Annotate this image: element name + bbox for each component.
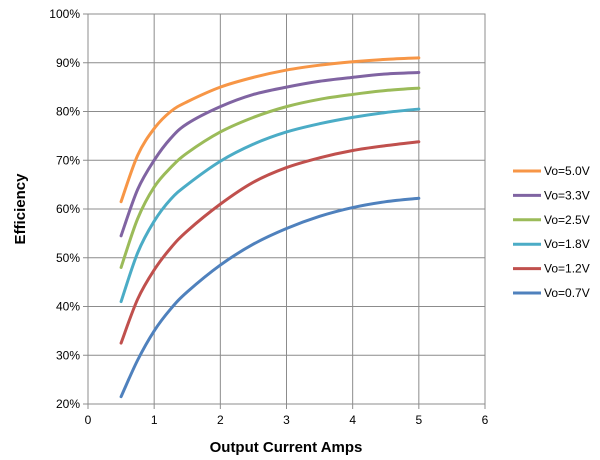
legend-label: Vo=5.0V [544, 164, 590, 178]
y-axis-title: Efficiency [12, 173, 29, 245]
y-tick-label: 60% [56, 202, 80, 216]
y-tick-label: 90% [56, 56, 80, 70]
legend-item-vo-3-3v: Vo=3.3V [513, 188, 590, 202]
x-tick-label: 3 [283, 413, 290, 427]
x-tick-label: 1 [151, 413, 158, 427]
legend-item-vo-1-2v: Vo=1.2V [513, 262, 590, 276]
x-tick-label: 4 [349, 413, 356, 427]
x-tick-label: 2 [217, 413, 224, 427]
legend-label: Vo=1.8V [544, 237, 590, 251]
y-tick-label: 30% [56, 348, 80, 362]
x-tick-label: 6 [482, 413, 489, 427]
legend-item-vo-0-7v: Vo=0.7V [513, 286, 590, 300]
x-axis-title: Output Current Amps [210, 439, 363, 456]
legend-item-vo-2-5v: Vo=2.5V [513, 213, 590, 227]
y-tick-label: 40% [56, 300, 80, 314]
y-tick-label: 50% [56, 251, 80, 265]
x-tick-label: 0 [85, 413, 92, 427]
y-tick-label: 70% [56, 153, 80, 167]
legend-item-vo-1-8v: Vo=1.8V [513, 237, 590, 251]
grid-layer [88, 14, 485, 404]
legend-label: Vo=3.3V [544, 188, 590, 202]
x-tick-label: 5 [415, 413, 422, 427]
legend-label: Vo=2.5V [544, 213, 590, 227]
y-tick-label: 100% [49, 7, 80, 21]
legend-label: Vo=0.7V [544, 286, 590, 300]
legend: Vo=5.0V Vo=3.3V Vo=2.5V Vo=1.8V Vo=1.2V Vo=0.… [513, 164, 590, 300]
y-tick-label: 20% [56, 397, 80, 411]
y-tick-label: 80% [56, 105, 80, 119]
legend-label: Vo=1.2V [544, 262, 590, 276]
legend-item-vo-5-0v: Vo=5.0V [513, 164, 590, 178]
